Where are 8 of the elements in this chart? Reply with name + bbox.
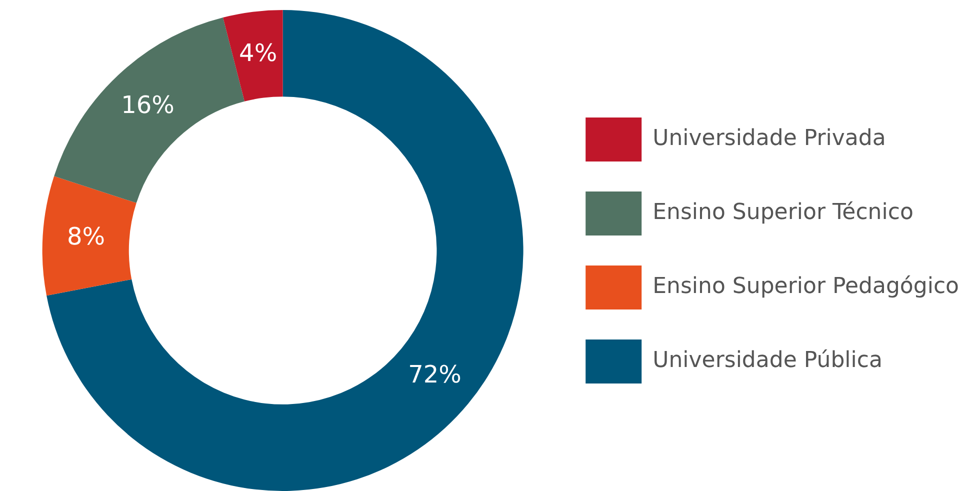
- legend-label: Ensino Superior Pedagógico: [652, 274, 960, 300]
- data-label: 8%: [66, 222, 106, 250]
- data-label: 4%: [239, 39, 278, 68]
- legend-label: Universidade Pública: [652, 348, 882, 374]
- legend-label: Ensino Superior Técnico: [652, 200, 914, 226]
- legend-label: Universidade Privada: [652, 126, 886, 152]
- data-label: 16%: [121, 90, 174, 119]
- data-label: 72%: [408, 360, 462, 388]
